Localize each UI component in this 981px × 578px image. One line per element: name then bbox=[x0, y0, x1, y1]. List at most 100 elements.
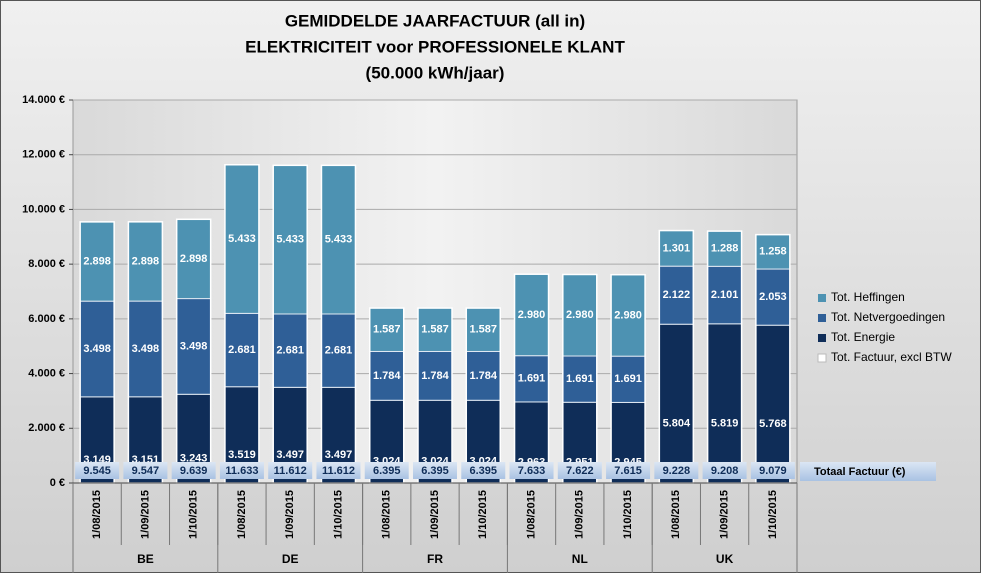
total-label: 9.545 bbox=[83, 465, 111, 477]
value-label: 3.243 bbox=[180, 453, 208, 465]
value-label: 2.980 bbox=[518, 309, 546, 321]
total-label: 11.633 bbox=[225, 465, 258, 477]
total-label: 9.547 bbox=[132, 465, 160, 477]
value-label: 1.587 bbox=[421, 324, 449, 336]
value-label: 5.433 bbox=[228, 233, 256, 245]
x-tick-label: 1/08/2015 bbox=[236, 490, 248, 539]
x-tick-label: 1/08/2015 bbox=[381, 490, 393, 539]
total-label: 7.615 bbox=[614, 465, 642, 477]
legend-label: Tot. Factuur, excl BTW bbox=[831, 350, 952, 364]
x-tick-label: 1/10/2015 bbox=[188, 490, 200, 539]
total-label-box bbox=[800, 462, 936, 481]
total-label-box bbox=[606, 462, 651, 479]
total-label-box bbox=[123, 462, 168, 479]
value-label: 1.691 bbox=[614, 373, 642, 385]
value-label: 2.980 bbox=[566, 309, 594, 321]
value-label: 3.497 bbox=[325, 449, 353, 461]
total-label: 9.228 bbox=[663, 465, 691, 477]
value-label: 1.784 bbox=[470, 370, 498, 382]
total-label: 9.639 bbox=[180, 465, 208, 477]
x-tick-label: 1/09/2015 bbox=[719, 490, 731, 539]
total-label-box bbox=[268, 462, 313, 479]
bar-segment bbox=[707, 265, 743, 325]
legend-label: Tot. Heffingen bbox=[831, 290, 905, 304]
value-label: 5.768 bbox=[759, 418, 787, 430]
value-label: 2.122 bbox=[663, 289, 691, 301]
bar-segment bbox=[610, 274, 646, 357]
value-label: 1.784 bbox=[373, 370, 401, 382]
y-tick-label: 6.000 € bbox=[28, 313, 65, 325]
legend-swatch bbox=[818, 314, 826, 322]
value-label: 5.804 bbox=[663, 418, 691, 430]
x-tick-label: 1/08/2015 bbox=[91, 490, 103, 539]
total-label-box bbox=[219, 462, 264, 479]
total-label: 6.395 bbox=[470, 465, 498, 477]
value-label: 2.053 bbox=[759, 291, 787, 303]
bar-segment bbox=[707, 323, 743, 484]
x-tick-label: 1/08/2015 bbox=[525, 490, 537, 539]
bar-segment bbox=[224, 312, 260, 388]
value-label: 1.587 bbox=[470, 324, 498, 336]
total-label: 7.633 bbox=[518, 465, 546, 477]
legend-swatch bbox=[818, 294, 826, 302]
total-label-box bbox=[171, 462, 216, 479]
x-tick-label: 1/10/2015 bbox=[767, 490, 779, 539]
x-tick-label: 1/09/2015 bbox=[574, 490, 586, 539]
total-label: 11.612 bbox=[274, 465, 307, 477]
value-label: 2.681 bbox=[325, 345, 353, 357]
value-label: 1.301 bbox=[663, 242, 691, 254]
total-label: 6.395 bbox=[373, 465, 401, 477]
value-label: 1.258 bbox=[759, 246, 787, 258]
value-label: 3.497 bbox=[276, 449, 304, 461]
total-label-box bbox=[557, 462, 602, 479]
value-label: 2.101 bbox=[711, 289, 739, 301]
value-label: 3.498 bbox=[83, 343, 111, 355]
total-caption: Totaal Factuur (€) bbox=[814, 466, 906, 478]
bar-segment bbox=[79, 221, 115, 302]
value-label: 3.498 bbox=[132, 343, 160, 355]
total-label: 9.079 bbox=[759, 465, 787, 477]
y-tick-label: 12.000 € bbox=[22, 149, 65, 161]
x-tick-label: 1/09/2015 bbox=[429, 490, 441, 539]
value-label: 5.819 bbox=[711, 417, 739, 429]
total-label-box bbox=[509, 462, 554, 479]
y-tick-label: 0 € bbox=[50, 477, 65, 489]
x-tick-label: 1/10/2015 bbox=[477, 490, 489, 539]
y-tick-label: 14.000 € bbox=[22, 94, 65, 106]
bar-segment bbox=[176, 298, 212, 395]
bar-segment bbox=[755, 324, 791, 484]
total-label-box bbox=[316, 462, 361, 479]
legend-swatch bbox=[817, 353, 827, 363]
total-label: 11.612 bbox=[322, 465, 355, 477]
x-tick-label: 1/09/2015 bbox=[284, 490, 296, 539]
value-label: 1.784 bbox=[421, 370, 449, 382]
legend-label: Tot. Netvergoedingen bbox=[831, 310, 945, 324]
value-label: 1.288 bbox=[711, 243, 739, 255]
value-label: 2.681 bbox=[228, 344, 256, 356]
chart-title: (50.000 kWh/jaar) bbox=[366, 63, 505, 82]
total-label: 7.622 bbox=[566, 465, 594, 477]
y-tick-label: 10.000 € bbox=[22, 203, 65, 215]
total-label-box bbox=[461, 462, 506, 479]
group-label: NL bbox=[572, 552, 588, 566]
value-label: 2.980 bbox=[614, 309, 642, 321]
legend-label: Tot. Energie bbox=[831, 330, 895, 344]
value-label: 5.433 bbox=[325, 234, 353, 246]
total-label-box bbox=[750, 462, 795, 479]
legend-swatch bbox=[818, 334, 826, 342]
value-label: 2.898 bbox=[83, 255, 111, 267]
total-label-box bbox=[364, 462, 409, 479]
value-label: 2.898 bbox=[132, 255, 160, 267]
bar-segment bbox=[369, 350, 405, 401]
value-label: 2.681 bbox=[276, 345, 304, 357]
value-label: 3.519 bbox=[228, 449, 256, 461]
total-label-box bbox=[75, 462, 120, 479]
total-label-box bbox=[654, 462, 699, 479]
total-label-box bbox=[702, 462, 747, 479]
value-label: 1.691 bbox=[566, 373, 594, 385]
total-label: 6.395 bbox=[421, 465, 449, 477]
x-tick-label: 1/09/2015 bbox=[139, 490, 151, 539]
bar-segment bbox=[465, 350, 501, 401]
value-label: 2.898 bbox=[180, 253, 208, 265]
